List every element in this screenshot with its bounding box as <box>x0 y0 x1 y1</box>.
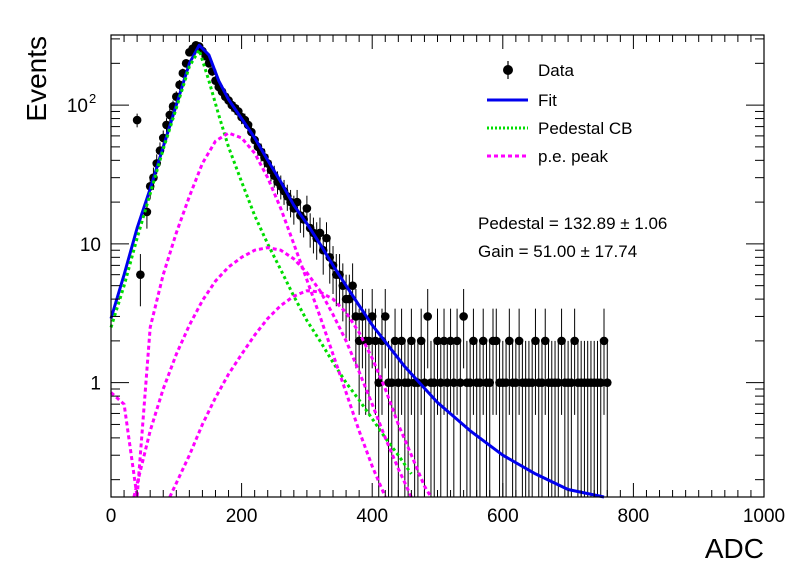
data-point <box>433 336 442 346</box>
x-tick-label: 600 <box>487 506 519 527</box>
data-point <box>403 378 413 387</box>
data-point <box>397 336 406 346</box>
data-point <box>380 312 390 321</box>
data-point <box>387 378 397 387</box>
data-point <box>302 204 312 213</box>
data-point <box>505 336 514 346</box>
legend: Data Fit Pedestal CB p.e. peak <box>487 61 633 166</box>
data-point <box>531 336 540 346</box>
legend-marker <box>503 65 513 75</box>
data-point <box>367 312 377 321</box>
data-point <box>345 294 354 304</box>
fit-annotation: Gain = 51.00 ± 17.74 <box>478 242 637 261</box>
data-point <box>439 336 449 346</box>
data-point <box>348 281 357 290</box>
fit-annotations: Pedestal = 132.89 ± 1.06 Gain = 51.00 ± 1… <box>478 214 667 261</box>
data-point <box>540 336 550 346</box>
pedestal-cb-curve <box>109 48 413 475</box>
data-point <box>475 378 485 387</box>
data-point <box>501 378 511 387</box>
data-point <box>456 378 465 387</box>
data-point <box>315 228 325 238</box>
data-point <box>469 336 478 346</box>
plot-area <box>109 40 612 499</box>
data-point <box>390 336 400 346</box>
y-tick-label: 10 <box>80 235 101 256</box>
data-point <box>394 378 403 387</box>
data-point <box>374 378 384 387</box>
data-point <box>602 378 612 387</box>
data-point <box>364 336 374 346</box>
x-tick-label: 1000 <box>743 506 785 527</box>
data-point <box>596 378 606 387</box>
x-tick-label: 0 <box>106 506 117 527</box>
y-axis-title: Events <box>21 36 52 122</box>
data-point <box>351 312 361 321</box>
data-point <box>567 378 576 387</box>
fit-curve <box>109 43 605 499</box>
data-point <box>511 378 521 387</box>
data-point <box>322 233 331 243</box>
x-tick-label: 800 <box>618 506 650 527</box>
data-point <box>416 336 426 346</box>
fit-annotation: Pedestal = 132.89 ± 1.06 <box>478 214 667 233</box>
data-point <box>446 336 455 346</box>
data-point <box>423 312 433 321</box>
pe-peak-curve <box>132 246 413 498</box>
pe-peak-curve <box>110 131 387 499</box>
data-point <box>449 378 459 387</box>
data-point <box>485 378 495 387</box>
data-point <box>557 336 566 346</box>
y-tick-label: 1 <box>90 374 101 395</box>
x-axis-title: ADC <box>705 533 764 564</box>
data-point <box>599 336 609 346</box>
y-tick-label: 10 <box>67 96 88 117</box>
x-tick-label: 400 <box>356 506 388 527</box>
data-point <box>537 378 547 387</box>
y-tick-exponent: 2 <box>89 91 96 106</box>
data-point <box>465 378 475 387</box>
legend-label: Pedestal CB <box>538 119 633 138</box>
data-point <box>514 336 524 346</box>
data-point <box>570 336 579 346</box>
legend-label: Fit <box>538 91 557 110</box>
legend-label: Data <box>538 61 574 80</box>
x-tick-label: 200 <box>226 506 258 527</box>
data-point <box>371 336 380 346</box>
data-point <box>442 378 452 387</box>
data-point <box>554 378 563 387</box>
data-point <box>452 336 462 346</box>
data-point <box>132 115 142 125</box>
data-point <box>429 378 439 387</box>
data-point <box>459 312 468 321</box>
pe-peak-curve <box>168 289 433 498</box>
data-point <box>491 336 501 346</box>
data-point <box>136 270 145 279</box>
legend-label: p.e. peak <box>538 147 608 166</box>
data-point <box>407 336 416 346</box>
data-point <box>478 336 488 346</box>
data-point <box>436 378 446 387</box>
data-point <box>527 378 537 387</box>
plot-frame <box>110 34 765 498</box>
